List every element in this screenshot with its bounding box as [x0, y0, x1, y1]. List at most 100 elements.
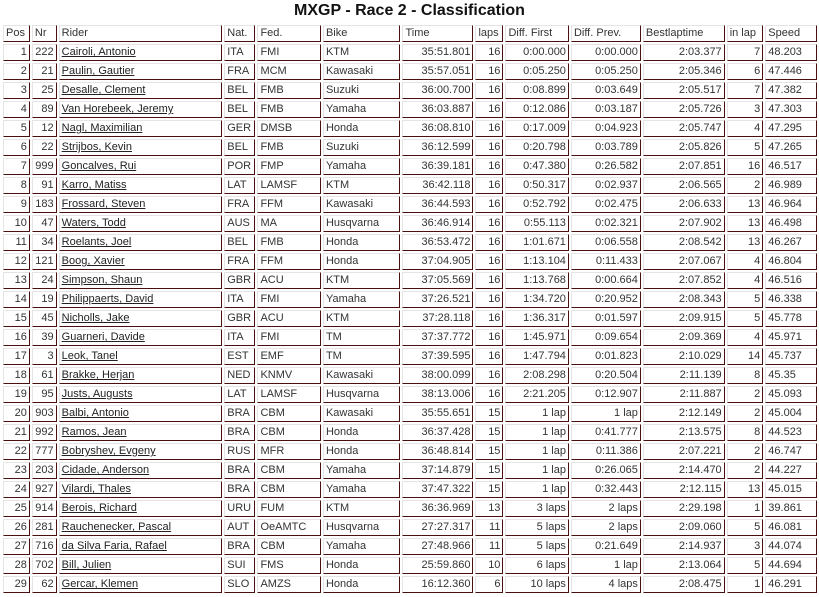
rider-link[interactable]: Guarneri, Davide — [61, 331, 145, 343]
cell-in-lap: 4 — [726, 253, 764, 270]
rider-link[interactable]: da Silva Faria, Rafael — [61, 540, 167, 552]
cell-bestlaptime: 2:13.575 — [642, 424, 725, 441]
cell-nat: BEL — [224, 139, 256, 156]
cell-fed: CBM — [257, 462, 321, 479]
cell-rider: Balbi, Antonio — [58, 405, 223, 422]
cell-diff-prev: 1 lap — [570, 405, 641, 422]
cell-diff-prev: 0:02.321 — [570, 215, 641, 232]
cell-nr: 39 — [31, 329, 57, 346]
cell-diff-prev: 0:03.187 — [570, 101, 641, 118]
cell-rider: Simpson, Shaun — [58, 272, 223, 289]
cell-pos: 23 — [3, 462, 30, 479]
cell-speed: 47.295 — [765, 120, 817, 137]
cell-time: 36:12.599 — [402, 139, 474, 156]
cell-pos: 5 — [3, 120, 30, 137]
rider-link[interactable]: Bobryshev, Evgeny — [61, 445, 156, 457]
rider-link[interactable]: Simpson, Shaun — [61, 274, 143, 286]
cell-rider: Boog, Xavier — [58, 253, 223, 270]
cell-laps: 15 — [475, 443, 504, 460]
cell-in-lap: 4 — [726, 120, 764, 137]
cell-nat: RUS — [224, 443, 256, 460]
cell-rider: Justs, Augusts — [58, 386, 223, 403]
rider-link[interactable]: Boog, Xavier — [61, 255, 125, 267]
cell-bestlaptime: 2:08.475 — [642, 576, 725, 593]
cell-nat: FRA — [224, 63, 256, 80]
cell-in-lap: 16 — [726, 158, 764, 175]
rider-link[interactable]: Frossard, Steven — [61, 198, 146, 210]
cell-rider: Leok, Tanel — [58, 348, 223, 365]
rider-link[interactable]: Karro, Matiss — [61, 179, 127, 191]
rider-link[interactable]: Bill, Julien — [61, 559, 112, 571]
cell-in-lap: 8 — [726, 424, 764, 441]
cell-bestlaptime: 2:06.565 — [642, 177, 725, 194]
cell-speed: 46.498 — [765, 215, 817, 232]
rider-link[interactable]: Brakke, Herjan — [61, 369, 135, 381]
cell-speed: 46.517 — [765, 158, 817, 175]
cell-pos: 17 — [3, 348, 30, 365]
rider-link[interactable]: Nagl, Maximilian — [61, 122, 143, 134]
cell-pos: 12 — [3, 253, 30, 270]
cell-time: 27:27.317 — [402, 519, 474, 536]
rider-link[interactable]: Gercar, Klemen — [61, 578, 139, 590]
cell-speed: 46.804 — [765, 253, 817, 270]
rider-link[interactable]: Desalle, Clement — [61, 84, 146, 96]
cell-laps: 16 — [475, 272, 504, 289]
cell-diff-prev: 0:32.443 — [570, 481, 641, 498]
cell-bike: Suzuki — [322, 82, 401, 99]
rider-link[interactable]: Roelants, Joel — [61, 236, 132, 248]
rider-link[interactable]: Justs, Augusts — [61, 388, 133, 400]
cell-speed: 45.015 — [765, 481, 817, 498]
cell-rider: Roelants, Joel — [58, 234, 223, 251]
rider-link[interactable]: Van Horebeek, Jeremy — [61, 103, 174, 115]
cell-nr: 183 — [31, 196, 57, 213]
rider-link[interactable]: Strijbos, Kevin — [61, 141, 132, 153]
cell-nat: AUS — [224, 215, 256, 232]
cell-bestlaptime: 2:07.851 — [642, 158, 725, 175]
rider-link[interactable]: Waters, Todd — [61, 217, 126, 229]
cell-laps: 16 — [475, 348, 504, 365]
cell-nat: SUI — [224, 557, 256, 574]
rider-link[interactable]: Cidade, Anderson — [61, 464, 150, 476]
cell-time: 36:08.810 — [402, 120, 474, 137]
cell-pos: 25 — [3, 500, 30, 517]
rider-link[interactable]: Leok, Tanel — [61, 350, 118, 362]
table-row: 19 95 Justs, Augusts LAT LAMSF Husqvarna 38:13… — [3, 386, 817, 403]
cell-pos: 24 — [3, 481, 30, 498]
cell-diff-prev: 0:09.654 — [570, 329, 641, 346]
header-row: Pos Nr Rider Nat. Fed. Bike Time laps Diff. Firs… — [3, 25, 817, 42]
column-header-bike: Bike — [322, 25, 401, 42]
rider-link[interactable]: Cairoli, Antonio — [61, 46, 136, 58]
cell-nat: LAT — [224, 177, 256, 194]
rider-link[interactable]: Goncalves, Rui — [61, 160, 137, 172]
cell-laps: 16 — [475, 310, 504, 327]
cell-pos: 18 — [3, 367, 30, 384]
cell-laps: 16 — [475, 177, 504, 194]
rider-link[interactable]: Vilardi, Thales — [61, 483, 131, 495]
cell-time: 36:39.181 — [402, 158, 474, 175]
cell-nr: 203 — [31, 462, 57, 479]
cell-diff-first: 0:00.000 — [505, 44, 569, 61]
cell-fed: FMB — [257, 82, 321, 99]
rider-link[interactable]: Paulin, Gautier — [61, 65, 135, 77]
cell-diff-prev: 0:00.664 — [570, 272, 641, 289]
table-row: 1 222 Cairoli, Antonio ITA FMI KTM 35:51.801 16… — [3, 44, 817, 61]
rider-link[interactable]: Rauchenecker, Pascal — [61, 521, 172, 533]
cell-diff-first: 0:52.792 — [505, 196, 569, 213]
cell-fed: FMI — [257, 44, 321, 61]
cell-nat: GBR — [224, 310, 256, 327]
table-row: 7 999 Goncalves, Rui POR FMP Yamaha 36:39.181 1… — [3, 158, 817, 175]
rider-link[interactable]: Balbi, Antonio — [61, 407, 129, 419]
cell-in-lap: 5 — [726, 519, 764, 536]
rider-link[interactable]: Ramos, Jean — [61, 426, 127, 438]
rider-link[interactable]: Nicholls, Jake — [61, 312, 130, 324]
table-row: 26 281 Rauchenecker, Pascal AUT OeAMTC Husqva… — [3, 519, 817, 536]
cell-nr: 927 — [31, 481, 57, 498]
rider-link[interactable]: Berois, Richard — [61, 502, 137, 514]
cell-diff-prev: 0:12.907 — [570, 386, 641, 403]
cell-bestlaptime: 2:07.902 — [642, 215, 725, 232]
table-row: 3 25 Desalle, Clement BEL FMB Suzuki 36:00.700… — [3, 82, 817, 99]
column-header-nat: Nat. — [224, 25, 256, 42]
rider-link[interactable]: Philippaerts, David — [61, 293, 154, 305]
cell-diff-prev: 0:11.386 — [570, 443, 641, 460]
cell-in-lap: 5 — [726, 310, 764, 327]
